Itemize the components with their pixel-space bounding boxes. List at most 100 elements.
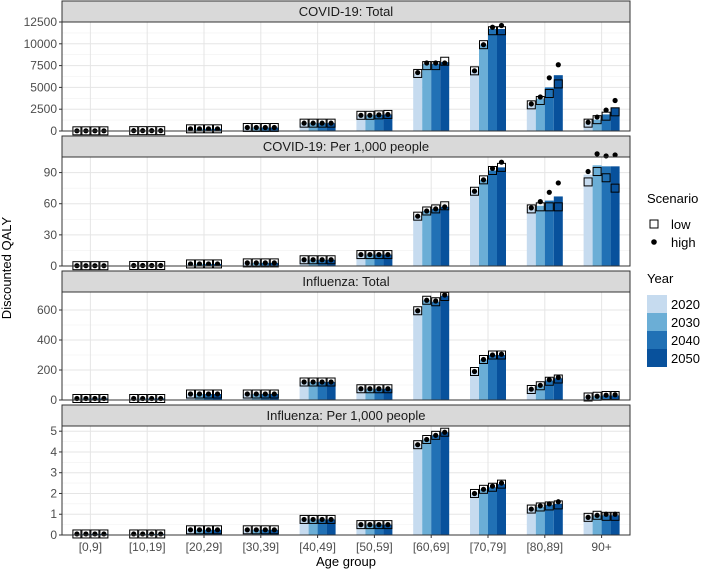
low-marker <box>195 525 204 535</box>
high-marker <box>415 442 421 448</box>
bar <box>326 519 336 535</box>
high-marker <box>555 62 561 68</box>
bar <box>431 301 441 400</box>
bar <box>186 394 195 400</box>
panel-border <box>61 291 631 401</box>
low-marker <box>413 211 423 221</box>
high-marker <box>537 94 543 100</box>
high-marker <box>319 257 325 263</box>
high-marker <box>471 490 478 497</box>
high-marker <box>385 522 391 528</box>
high-marker <box>244 124 250 131</box>
low-marker <box>317 118 327 128</box>
bar <box>479 44 488 132</box>
bar <box>431 435 441 535</box>
high-marker <box>271 124 277 131</box>
high-marker <box>537 382 543 388</box>
low-marker <box>317 377 327 387</box>
low-marker <box>470 66 479 76</box>
high-marker <box>244 260 250 266</box>
high-marker <box>319 516 325 523</box>
low-marker <box>299 118 309 128</box>
high-marker <box>367 251 373 258</box>
low-marker <box>251 389 261 399</box>
high-marker <box>149 531 155 537</box>
bar <box>544 504 554 535</box>
bar <box>535 205 545 266</box>
bar <box>535 506 545 535</box>
bar <box>470 371 479 400</box>
high-marker <box>101 531 107 537</box>
bar <box>260 394 270 400</box>
high-marker <box>310 379 316 385</box>
y-tick-label: 600 <box>37 303 57 317</box>
high-marker <box>262 391 268 397</box>
low-marker <box>308 255 318 265</box>
facet-panel: COVID-19: Per 1,000 people 0 30 60 90 <box>44 135 631 273</box>
low-marker <box>242 389 252 399</box>
high-marker <box>244 391 250 397</box>
high-marker <box>424 60 430 66</box>
low-marker <box>317 514 327 524</box>
low-marker <box>269 258 279 268</box>
y-tick-label: 3 <box>50 466 57 480</box>
facet-title: COVID-19: Total <box>299 4 394 19</box>
low-marker <box>269 123 279 133</box>
low-marker <box>147 394 157 403</box>
bar <box>251 394 261 400</box>
low-marker <box>204 259 213 269</box>
x-axis-title: Age group <box>316 554 376 569</box>
low-marker <box>242 123 252 133</box>
high-marker <box>158 531 164 537</box>
bar <box>204 394 213 400</box>
bar <box>497 484 506 535</box>
low-marker <box>156 260 166 270</box>
bar <box>440 432 450 535</box>
high-marker <box>537 199 543 205</box>
bar <box>601 114 611 131</box>
low-marker <box>470 488 479 498</box>
bar <box>413 310 423 400</box>
high-marker <box>480 486 487 492</box>
high-marker <box>310 257 316 263</box>
low-marker <box>308 514 318 524</box>
panel-border <box>61 21 631 132</box>
high-marker <box>415 69 421 76</box>
high-marker <box>594 512 600 518</box>
bar <box>479 179 488 266</box>
low-marker <box>413 306 423 316</box>
low-marker <box>195 259 204 269</box>
bar <box>213 394 222 400</box>
y-tick-label: 200 <box>37 363 57 377</box>
high-marker <box>489 24 496 30</box>
y-tick-label: 400 <box>37 333 57 347</box>
x-tick-label: [20,29] <box>186 540 223 554</box>
low-marker <box>308 118 318 128</box>
low-marker <box>195 124 204 134</box>
high-marker <box>196 527 203 533</box>
low-marker <box>147 529 157 539</box>
low-marker <box>81 529 91 539</box>
bar <box>365 115 375 131</box>
bar <box>422 63 432 131</box>
low-marker <box>488 482 497 492</box>
low-marker <box>269 389 279 399</box>
bar <box>422 300 432 400</box>
high-marker <box>367 522 373 528</box>
x-tick-label: [10,19] <box>129 540 166 554</box>
bar <box>610 515 620 535</box>
high-marker <box>385 251 391 258</box>
bar <box>526 389 536 400</box>
bar <box>553 503 563 535</box>
high-marker <box>187 527 194 533</box>
bar <box>488 487 497 535</box>
low-marker <box>138 529 148 539</box>
legend-swatch <box>647 295 667 313</box>
low-marker <box>99 529 109 539</box>
low-marker <box>479 40 488 50</box>
low-marker <box>156 394 166 403</box>
high-marker <box>244 527 250 533</box>
high-marker <box>546 377 552 383</box>
facet-title: COVID-19: Per 1,000 people <box>263 139 429 154</box>
low-marker <box>260 123 270 133</box>
